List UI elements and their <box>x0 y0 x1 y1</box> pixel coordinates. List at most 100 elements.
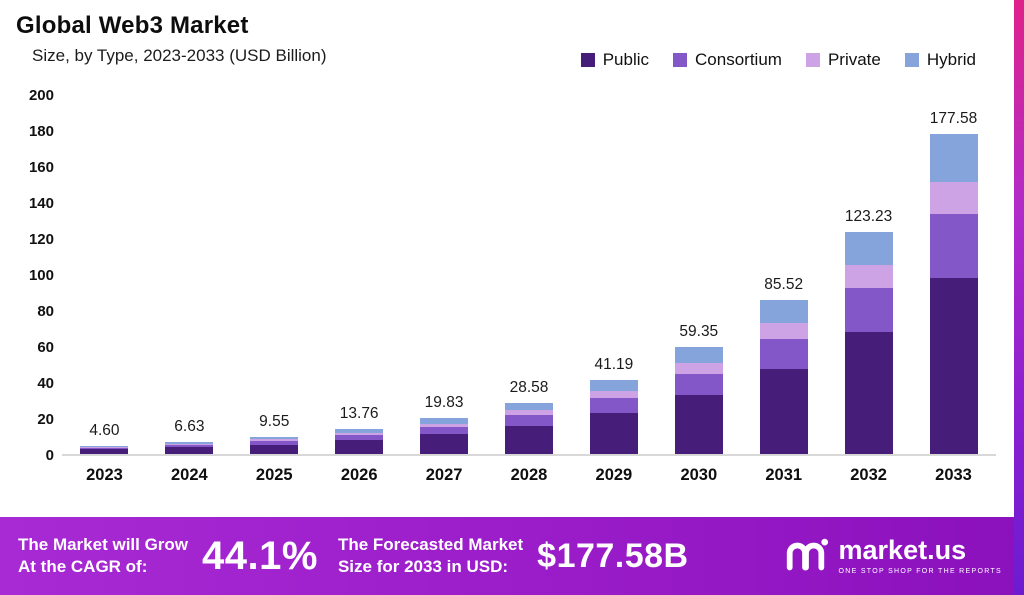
bar-segment-consortium <box>80 447 129 450</box>
bar-group-2028: 28.58 <box>487 96 572 454</box>
bar-total-label: 177.58 <box>929 110 978 128</box>
bar-group-2027: 19.83 <box>402 96 487 454</box>
bar-segment-consortium <box>589 398 638 414</box>
bar-group-2023: 4.60 <box>62 96 147 454</box>
legend-swatch-private <box>805 53 820 67</box>
brand-logo[interactable]: market.us ONE STOP SHOP FOR THE REPORTS <box>783 533 1002 579</box>
x-tick-label: 2024 <box>171 466 208 484</box>
bar-group-2031: 85.52 <box>741 96 826 454</box>
bar-segment-hybrid <box>420 418 469 424</box>
cagr-value: 44.1% <box>202 533 318 578</box>
x-tick-label: 2031 <box>765 466 803 484</box>
y-tick-label: 80 <box>37 303 54 320</box>
bar-segment-public <box>80 449 129 454</box>
bar-segment-consortium <box>929 214 978 279</box>
y-tick-label: 60 <box>37 339 54 356</box>
bar-segment-consortium <box>250 441 299 445</box>
x-tick-label: 2027 <box>425 466 463 484</box>
x-tick-label: 2033 <box>935 466 972 484</box>
bar-segment-hybrid <box>844 232 893 266</box>
y-tick-label: 40 <box>37 375 54 392</box>
x-tick-label: 2030 <box>680 466 718 484</box>
bar-segment-private <box>420 423 469 428</box>
bar-segment-consortium <box>420 427 469 435</box>
y-tick-label: 100 <box>28 267 54 284</box>
bar-segment-consortium <box>504 415 553 426</box>
legend-swatch-hybrid <box>904 53 919 67</box>
plot-area: 4.60 6.63 9.55 13.76 19.83 28.58 41.19 59.35 85.… <box>62 96 996 456</box>
legend-label: Consortium <box>695 50 782 69</box>
bar-segment-public <box>165 447 214 454</box>
legend-swatch-consortium <box>673 53 688 67</box>
bar-total-label: 6.63 <box>174 418 205 436</box>
bar-segment-hybrid <box>759 300 808 324</box>
bar-total-label: 9.55 <box>259 412 290 430</box>
bar-segment-public <box>420 434 469 454</box>
bar-group-2026: 13.76 <box>317 96 402 454</box>
bar-total-label: 59.35 <box>679 323 719 341</box>
cagr-label-line2: At the CAGR of: <box>18 557 148 576</box>
bar-segment-hybrid <box>250 436 299 440</box>
y-tick-label: 140 <box>28 195 54 212</box>
bar-segment-consortium <box>335 435 384 441</box>
forecast-label: The Forecasted Market Size for 2033 in U… <box>338 534 523 578</box>
bar-segment-private <box>589 391 638 399</box>
page-title: Global Web3 Market <box>16 12 249 39</box>
brand-name: market.us <box>838 535 967 565</box>
legend-label: Hybrid <box>926 50 976 69</box>
x-tick-label: 2026 <box>340 466 378 484</box>
bar-group-2029: 41.19 <box>571 96 656 454</box>
bar-segment-public <box>929 278 978 454</box>
bar-total-label: 13.76 <box>339 405 379 423</box>
legend-item-hybrid: Hybrid <box>904 50 976 70</box>
bar-segment-private <box>759 323 808 339</box>
bar-segment-consortium <box>844 287 893 332</box>
bar-segment-public <box>674 395 723 454</box>
bar-segment-public <box>250 444 299 454</box>
forecast-label-line2: Size for 2033 in USD: <box>337 557 509 576</box>
chart-subtitle: Size, by Type, 2023-2033 (USD Billion) <box>32 46 327 65</box>
bar-total-label: 19.83 <box>424 394 464 412</box>
bar-segment-private <box>335 432 384 436</box>
bar-segment-public <box>589 413 638 454</box>
x-tick-label: 2029 <box>595 466 633 484</box>
bar-total-label: 28.58 <box>509 378 549 396</box>
bar-segment-private <box>844 265 893 288</box>
y-tick-label: 180 <box>28 123 54 140</box>
bar-segment-consortium <box>165 445 214 448</box>
x-tick-label: 2023 <box>86 466 123 484</box>
chart-legend: Public Consortium Private Hybrid <box>580 50 976 70</box>
y-tick-label: 160 <box>28 159 54 176</box>
bar-group-2024: 6.63 <box>147 96 232 454</box>
edge-gradient-strip <box>1014 0 1024 595</box>
bar-segment-private <box>250 439 299 442</box>
x-tick-label: 2028 <box>510 466 548 484</box>
chart-header: Global Web3 Market Size, by Type, 2023-2… <box>16 12 327 66</box>
y-tick-label: 120 <box>28 231 54 248</box>
bar-segment-consortium <box>674 373 723 396</box>
bar-segment-private <box>929 182 978 215</box>
bar-group-2025: 9.55 <box>232 96 317 454</box>
y-axis: 0 20 40 60 80 100 120 140 160 180 200 <box>12 88 62 464</box>
bar-total-label: 41.19 <box>594 355 634 373</box>
bar-total-label: 123.23 <box>844 208 893 226</box>
cagr-label-line1: The Market will Grow <box>18 534 189 554</box>
x-axis: 2023 2024 2025 2026 2027 2028 2029 2030 2031 2032… <box>62 466 996 485</box>
bar-segment-private <box>165 443 214 446</box>
bar-segment-hybrid <box>589 379 638 391</box>
marketus-logo-icon <box>786 538 828 571</box>
bar-group-2032: 123.23 <box>826 96 911 454</box>
bar-segment-hybrid <box>165 442 214 444</box>
legend-item-public: Public <box>580 50 650 70</box>
bar-segment-hybrid <box>335 429 384 433</box>
y-tick-label: 20 <box>37 411 54 428</box>
bar-total-label: 85.52 <box>764 276 804 294</box>
bar-total-label: 4.60 <box>89 421 120 439</box>
bar-segment-private <box>674 363 723 374</box>
bar-segment-hybrid <box>80 445 129 447</box>
bar-group-2030: 59.35 <box>656 96 741 454</box>
legend-label: Public <box>602 50 650 69</box>
forecast-value: $177.58B <box>537 536 689 575</box>
chart: 0 20 40 60 80 100 120 140 160 180 200 4.60 6.63 9.55… <box>12 88 996 485</box>
legend-item-private: Private <box>805 50 881 70</box>
